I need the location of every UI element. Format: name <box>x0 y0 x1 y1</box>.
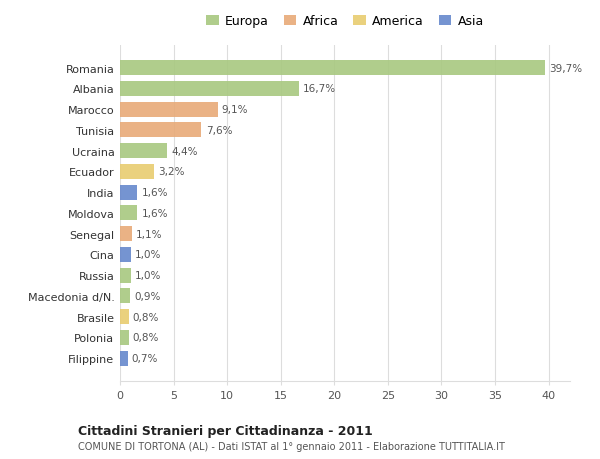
Bar <box>120 330 128 345</box>
Bar <box>120 82 299 97</box>
Text: 0,8%: 0,8% <box>133 333 159 342</box>
Text: 39,7%: 39,7% <box>550 64 583 73</box>
Bar <box>120 206 137 221</box>
Text: 16,7%: 16,7% <box>303 84 337 94</box>
Bar <box>120 185 137 200</box>
Bar <box>120 247 131 262</box>
Text: Cittadini Stranieri per Cittadinanza - 2011: Cittadini Stranieri per Cittadinanza - 2… <box>78 424 373 437</box>
Text: 3,2%: 3,2% <box>158 167 185 177</box>
Bar <box>120 123 202 138</box>
Text: 0,9%: 0,9% <box>134 291 160 301</box>
Bar <box>120 165 154 179</box>
Bar <box>120 227 132 241</box>
Text: 7,6%: 7,6% <box>206 126 232 136</box>
Bar <box>120 61 545 76</box>
Text: 1,0%: 1,0% <box>135 270 161 280</box>
Bar <box>120 351 128 366</box>
Bar <box>120 268 131 283</box>
Text: 0,8%: 0,8% <box>133 312 159 322</box>
Text: COMUNE DI TORTONA (AL) - Dati ISTAT al 1° gennaio 2011 - Elaborazione TUTTITALIA: COMUNE DI TORTONA (AL) - Dati ISTAT al 1… <box>78 441 505 451</box>
Text: 1,6%: 1,6% <box>142 208 168 218</box>
Text: 1,0%: 1,0% <box>135 250 161 260</box>
Bar <box>120 144 167 159</box>
Bar <box>120 309 128 325</box>
Bar <box>120 102 218 118</box>
Text: 0,7%: 0,7% <box>132 353 158 363</box>
Text: 4,4%: 4,4% <box>172 146 198 157</box>
Text: 1,1%: 1,1% <box>136 229 163 239</box>
Text: 9,1%: 9,1% <box>222 105 248 115</box>
Bar <box>120 289 130 304</box>
Text: 1,6%: 1,6% <box>142 188 168 198</box>
Legend: Europa, Africa, America, Asia: Europa, Africa, America, Asia <box>206 15 484 28</box>
